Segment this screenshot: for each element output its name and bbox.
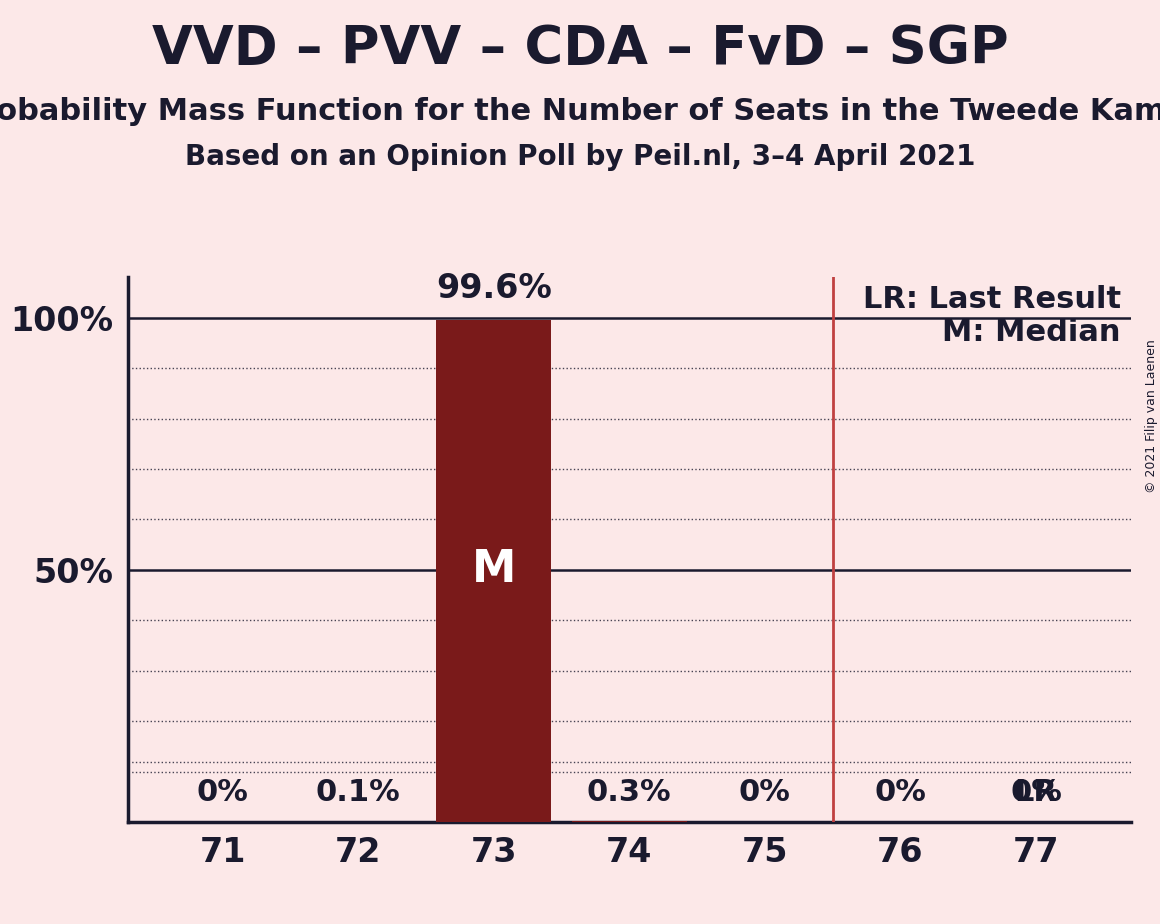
Text: Based on an Opinion Poll by Peil.nl, 3–4 April 2021: Based on an Opinion Poll by Peil.nl, 3–4… xyxy=(184,143,976,171)
Text: VVD – PVV – CDA – FvD – SGP: VVD – PVV – CDA – FvD – SGP xyxy=(152,23,1008,75)
Text: LR: LR xyxy=(1015,778,1058,807)
Text: M: M xyxy=(471,549,516,591)
Text: 0%: 0% xyxy=(875,778,927,807)
Text: M: Median: M: Median xyxy=(942,318,1121,347)
Text: 0%: 0% xyxy=(739,778,791,807)
Text: 0%: 0% xyxy=(196,778,248,807)
Text: 0.1%: 0.1% xyxy=(316,778,400,807)
Text: 0.3%: 0.3% xyxy=(587,778,672,807)
Text: 0%: 0% xyxy=(1010,778,1063,807)
Text: 99.6%: 99.6% xyxy=(436,272,552,305)
Text: Probability Mass Function for the Number of Seats in the Tweede Kamer: Probability Mass Function for the Number… xyxy=(0,97,1160,126)
Bar xyxy=(572,821,687,822)
Text: LR: Last Result: LR: Last Result xyxy=(863,286,1121,314)
Text: © 2021 Filip van Laenen: © 2021 Filip van Laenen xyxy=(1145,339,1158,492)
Bar xyxy=(436,320,551,822)
